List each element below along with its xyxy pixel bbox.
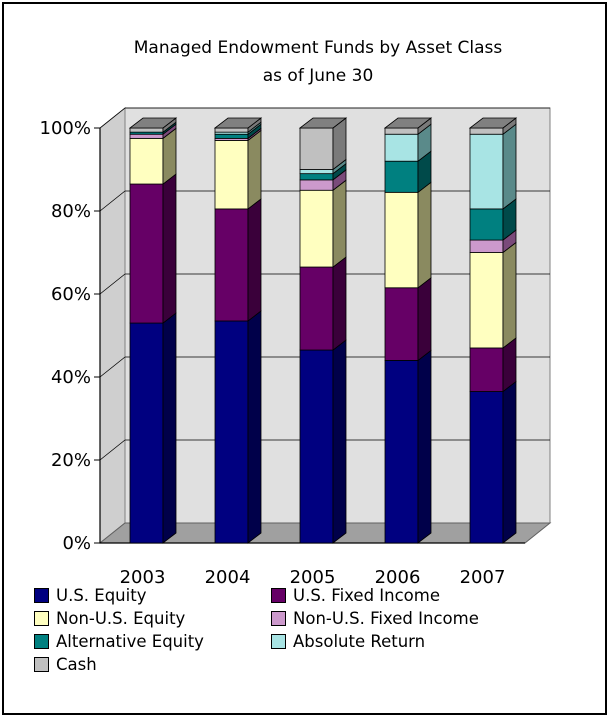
bar-top <box>298 117 348 129</box>
bar-segment-side <box>332 256 347 351</box>
bar-segment-side <box>247 310 262 544</box>
y-tick-label: 100% <box>40 118 91 139</box>
bar-segment-side <box>162 173 177 324</box>
x-tick-label: 2006 <box>375 567 421 588</box>
legend-swatch <box>34 634 49 649</box>
legend-item: Absolute Return <box>271 632 425 651</box>
legend-item: Non-U.S. Fixed Income <box>271 609 479 628</box>
bar-segment-front <box>214 320 249 544</box>
bar-segment-side <box>247 198 262 322</box>
bar-segment-front <box>299 189 334 268</box>
gridline-side <box>99 439 126 461</box>
x-tick-label: 2005 <box>290 567 336 588</box>
legend-item: Cash <box>34 655 97 674</box>
bar-segment-front <box>214 140 249 210</box>
bar-top <box>213 117 263 129</box>
gridline-side <box>99 273 126 295</box>
legend-label: U.S. Fixed Income <box>293 586 441 605</box>
bar-segment-front <box>469 208 504 241</box>
bar-segment-front <box>129 183 164 324</box>
chart-title: Managed Endowment Funds by Asset Class <box>134 38 503 58</box>
bar-segment-side <box>247 129 262 210</box>
legend-label: U.S. Equity <box>56 586 147 605</box>
legend-label: Alternative Equity <box>56 632 204 651</box>
bar-segment-front <box>384 133 419 162</box>
gridline-side <box>99 107 126 129</box>
y-tick-label: 20% <box>51 450 91 471</box>
bar-segment-front <box>299 349 334 544</box>
bar-segment-side <box>502 380 517 544</box>
bar-segment-side <box>502 123 517 210</box>
legend-item: U.S. Equity <box>34 586 146 605</box>
bar-segment-front <box>384 287 419 361</box>
bar-top <box>128 117 178 129</box>
bar-segment-front <box>129 127 164 133</box>
bar-segment-side <box>332 339 347 544</box>
x-tick-label: 2003 <box>120 567 166 588</box>
bar-top <box>383 117 433 129</box>
side-wall <box>99 106 126 545</box>
gridline-side <box>99 356 126 378</box>
legend-swatch <box>271 588 286 603</box>
y-tick-label: 0% <box>62 533 91 554</box>
bar-segment-front <box>299 173 334 181</box>
legend-item: Alternative Equity <box>34 632 204 651</box>
legend-item: U.S. Fixed Income <box>271 586 440 605</box>
bar-segment-front <box>129 137 164 185</box>
bar-segment-front <box>299 266 334 351</box>
bar-segment-front <box>384 191 419 289</box>
legend-label: Non-U.S. Fixed Income <box>293 609 479 628</box>
y-tick-label: 40% <box>51 367 91 388</box>
legend-label: Non-U.S. Equity <box>56 609 186 628</box>
legend-swatch <box>34 657 49 672</box>
y-tick-label: 80% <box>51 201 91 222</box>
gridline-side <box>99 190 126 212</box>
bar-segment-side <box>162 312 177 544</box>
bar-segment-front <box>214 208 249 322</box>
legend-swatch <box>34 611 49 626</box>
bar-segment-front <box>469 133 504 210</box>
chart-subtitle: as of June 30 <box>263 66 374 86</box>
legend-swatch <box>271 634 286 649</box>
x-tick-label: 2004 <box>205 567 251 588</box>
bar-segment-front <box>214 133 249 139</box>
bar-segment-side <box>502 241 517 349</box>
bar-segment-side <box>417 181 432 289</box>
bar-segment-front <box>129 133 164 139</box>
bar-segment-front <box>469 391 504 544</box>
bar-segment-front <box>384 127 419 135</box>
bar-segment-front <box>469 127 504 135</box>
bar-segment-front <box>299 127 334 170</box>
legend-label: Absolute Return <box>293 632 426 651</box>
bar-segment-side <box>417 349 432 544</box>
bar-segment-side <box>332 179 347 268</box>
x-tick-label: 2007 <box>460 567 506 588</box>
bar-segment-front <box>299 169 334 175</box>
bar-segment-front <box>469 239 504 253</box>
legend-swatch <box>34 588 49 603</box>
legend-swatch <box>271 611 286 626</box>
bar-segment-front <box>129 322 164 544</box>
bar-segment-front <box>469 347 504 392</box>
bar-segment-side <box>417 276 432 362</box>
bar-segment-front <box>214 127 249 133</box>
bar-segment-front <box>469 252 504 349</box>
bar-top <box>468 117 518 129</box>
legend-item: Non-U.S. Equity <box>34 609 185 628</box>
bar-segment-front <box>384 359 419 544</box>
legend-label: Cash <box>56 655 97 674</box>
bar-segment-front <box>299 179 334 191</box>
y-tick-label: 60% <box>51 284 91 305</box>
bar-segment-front <box>384 160 419 193</box>
